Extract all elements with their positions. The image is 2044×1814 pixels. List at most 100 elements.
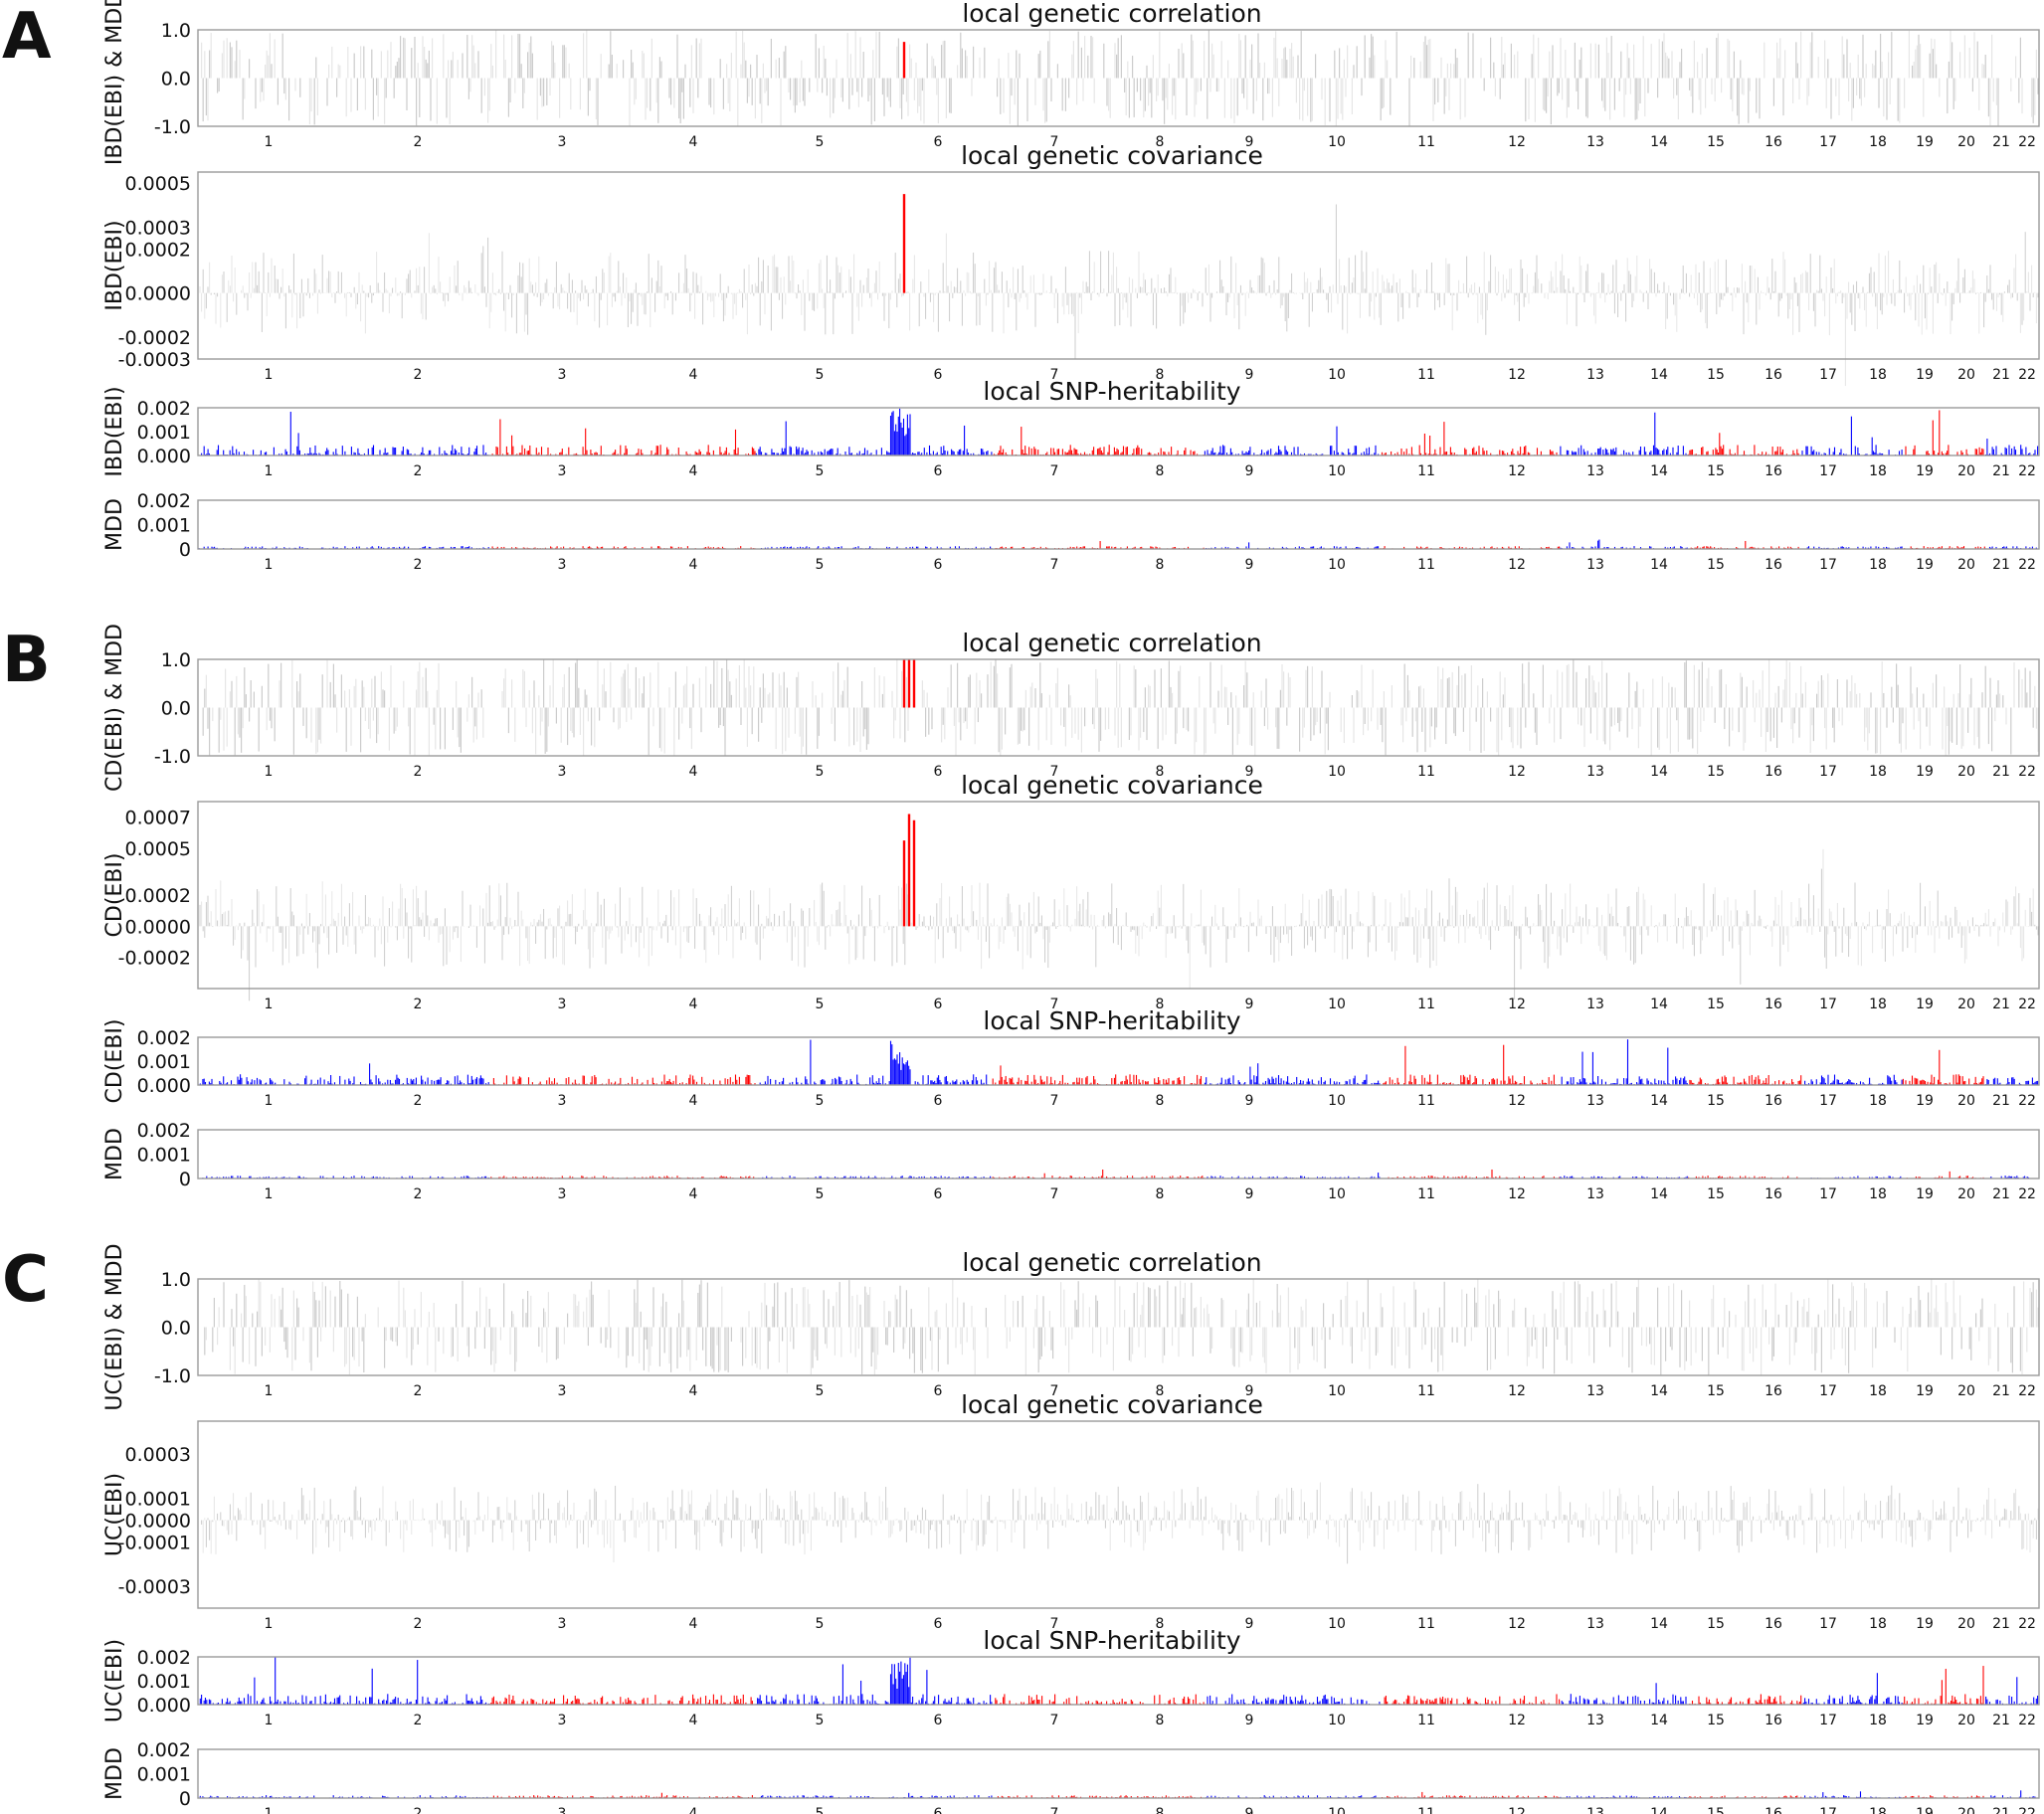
y-tick-label: 0.001 [137,422,191,444]
x-tick-label: 18 [1869,134,1887,150]
x-tick-label: 11 [1417,557,1435,573]
x-tick-label: 22 [2018,367,2036,383]
x-tick-label: 18 [1869,557,1887,573]
x-tick-label: 15 [1707,463,1725,479]
x-tick-label: 9 [1245,557,1254,573]
x-tick-label: 22 [2018,463,2036,479]
x-tick-label: 20 [1957,134,1975,150]
y-axis-label: IBD(EBI) & MDD [102,0,127,165]
x-tick-label: 11 [1417,367,1435,383]
x-tick-label: 1 [265,557,274,573]
bars [198,539,2039,549]
plot-frame [197,171,2040,360]
x-tick-label: 10 [1328,367,1346,383]
subplot-title: local genetic correlation [962,0,1261,28]
x-tick-label: 17 [1819,463,1837,479]
subplot-title: local SNP-heritability [983,377,1240,406]
x-tick-label: 3 [558,463,567,479]
y-tick-label: 0.0003 [125,217,191,239]
x-tick-label: 15 [1707,367,1725,383]
x-tick-label: 19 [1916,557,1934,573]
subplot-2: local genetic covariance IBD(EBI) 0.0005 0.… [102,141,2040,387]
bars [202,659,2039,756]
subplot-3: local SNP-heritability IBD(EBI) 0.0020.001… [102,377,2040,479]
x-tick-label: 19 [1916,463,1934,479]
y-tick-label: 0 [179,539,191,561]
x-tick-label: 22 [2018,134,2036,150]
x-tick-label: 14 [1650,134,1668,150]
y-axis-label: CD(EBI) & MDD [102,624,127,792]
x-tick-label: 16 [1765,134,1782,150]
y-tick-label: 0.002 [137,398,191,420]
x-tick-label: 8 [1156,463,1165,479]
x-tick-label: 9 [1245,134,1254,150]
x-tick-label: 7 [1050,367,1059,383]
x-tick-label: 13 [1586,463,1604,479]
subplot-1: local genetic correlation CD(EBI) & MDD 1.… [102,624,2040,792]
x-tick-label: 16 [1765,557,1782,573]
y-tick-label: -0.0003 [118,349,191,371]
x-tick-label: 4 [689,557,698,573]
y-tick-label: 0.0000 [125,283,191,305]
x-tick-label: 19 [1916,134,1934,150]
x-tick-label: 6 [934,463,943,479]
x-tick-label: 14 [1650,367,1668,383]
y-tick-label: -0.0002 [118,327,191,349]
x-tick-label: 13 [1586,134,1604,150]
x-tick-label: 7 [1050,557,1059,573]
x-tick-label: 5 [816,463,825,479]
x-tick-label: 8 [1156,134,1165,150]
x-tick-label: 21 [1992,367,2010,383]
x-tick-label: 1 [265,463,274,479]
x-tick-label: 8 [1156,367,1165,383]
plot-frame [197,29,2040,127]
plot-frame [197,499,2040,550]
x-tick-label: 20 [1957,557,1975,573]
x-tick-label: 20 [1957,367,1975,383]
x-tick-label: 10 [1328,463,1346,479]
x-tick-label: 2 [414,367,423,383]
y-tick-label: 0.000 [137,446,191,467]
y-axis-label: MDD [102,498,127,551]
x-tick-label: 10 [1328,557,1346,573]
x-tick-label: 3 [558,557,567,573]
plot-frame [197,407,2040,456]
x-tick-label: 22 [2018,557,2036,573]
x-tick-label: 9 [1245,367,1254,383]
x-tick-label: 19 [1916,367,1934,383]
x-tick-label: 3 [558,134,567,150]
x-tick-label: 5 [816,557,825,573]
y-tick-label: 0.0 [161,69,191,91]
x-tick-label: 21 [1992,134,2010,150]
x-tick-label: 21 [1992,463,2010,479]
y-tick-label: 1.0 [161,649,191,671]
x-tick-label: 5 [816,367,825,383]
x-tick-label: 6 [934,134,943,150]
x-tick-label: 16 [1765,463,1782,479]
x-tick-label: 7 [1050,463,1059,479]
x-tick-label: 12 [1508,367,1526,383]
x-tick-label: 11 [1417,463,1435,479]
x-tick-label: 1 [265,367,274,383]
x-tick-label: 6 [934,557,943,573]
x-tick-label: 13 [1586,557,1604,573]
x-tick-label: 12 [1508,463,1526,479]
x-tick-label: 15 [1707,134,1725,150]
x-tick-label: 15 [1707,557,1725,573]
y-tick-label: -1.0 [154,746,191,768]
subplot-title: local genetic covariance [961,141,1263,170]
x-tick-label: 4 [689,134,698,150]
x-tick-label: 9 [1245,463,1254,479]
x-tick-label: 20 [1957,463,1975,479]
x-tick-label: 17 [1819,367,1837,383]
x-tick-label: 11 [1417,134,1435,150]
x-tick-label: 2 [414,557,423,573]
y-tick-label: -1.0 [154,116,191,138]
y-tick-label: 0.0005 [125,173,191,195]
x-tick-label: 4 [689,367,698,383]
x-tick-label: 10 [1328,134,1346,150]
y-tick-label: 1.0 [161,20,191,42]
